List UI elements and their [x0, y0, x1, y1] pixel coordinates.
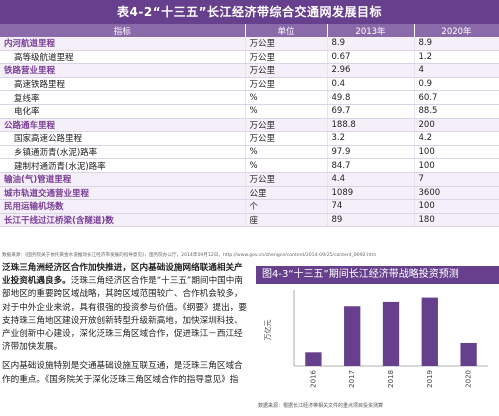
body-text: 泛珠三角洲经济区合作加快推进，区内基础设施网络联通相关产业投资机遇良多。泛珠三角… [2, 262, 250, 392]
table-row: 内河航道里程 万公里 8.9 8.9 [0, 37, 499, 51]
value-2020-cell: 60.7 [414, 90, 499, 105]
bar-2020 [460, 342, 477, 366]
value-2013-cell: 89 [327, 213, 415, 228]
unit-cell: 座 [245, 213, 328, 228]
value-2013-cell: 0.4 [327, 77, 415, 92]
investment-forecast-chart: 万亿元 2016 2017 2018 2019 2020 [263, 290, 488, 388]
indicator-cell: 内河航道里程 [0, 37, 246, 51]
table-row: 高速铁路里程 万公里 0.4 0.9 [0, 77, 499, 92]
x-tick-label: 2016 [309, 369, 317, 387]
value-2013-cell: 74 [327, 199, 415, 214]
unit-cell: 万公里 [245, 172, 328, 187]
indicator-cell: 高速铁路里程 [0, 77, 246, 92]
header-indicator: 指标 [0, 24, 246, 37]
table-row: 复线率% 49.8 60.7 [0, 90, 499, 105]
value-2013-cell: 4.4 [327, 172, 415, 187]
indicator-cell: 高等级航道里程 [0, 50, 246, 65]
x-tick-label: 2019 [426, 370, 434, 388]
x-tick-label: 2018 [387, 370, 395, 388]
value-2013-cell: 188.8 [327, 118, 415, 133]
value-2020-cell: 100 [414, 145, 499, 160]
value-2020-cell: 8.9 [414, 37, 499, 51]
unit-cell: % [245, 145, 328, 160]
unit-cell: % [245, 104, 328, 119]
table-source-note: 数据来源：《国务院关于依托黄金水道推动长江经济带发展的指导意见》，国务院办公厅，… [2, 253, 377, 258]
bar-2018 [382, 301, 400, 366]
bar-2016 [305, 352, 322, 366]
indicator-cell: 城市轨道交通营业里程 [0, 186, 246, 201]
table-row: 建制村通沥青(水泥)路率% 84.7 100 [0, 158, 499, 173]
paragraph-1-body: 泛珠三角经济区合作是“十三五”期间中国中南部地区的重要跨区域战略，其跨区域范围较… [2, 276, 247, 353]
table-row: 城市轨道交通营业里程 公里 1089 3600 [0, 186, 499, 201]
unit-cell: % [245, 90, 328, 105]
value-2020-cell: 7 [414, 172, 499, 187]
indicator-cell: 民用运输机场数 [0, 199, 246, 214]
indicator-cell: 长江干线过江桥梁(含隧道)数 [0, 213, 246, 228]
header-2013: 2013年 [327, 24, 415, 37]
value-2013-cell: 8.9 [327, 37, 415, 51]
value-2013-cell: 1089 [327, 186, 415, 201]
value-2013-cell: 0.67 [327, 50, 415, 65]
header-2020: 2020年 [414, 24, 499, 37]
x-tick-label: 2017 [348, 370, 356, 388]
unit-cell: % [245, 158, 328, 173]
chart-title: 图4-3“十三五”期间长江经济带战略投资预测 [256, 266, 499, 284]
indicator-cell: 建制村通沥青(水泥)路率 [0, 158, 246, 173]
paragraph-2: 区内基础设施特别是交通基础设施互联互通，是泛珠三角区域合作的重点。《国务院关于深… [2, 361, 243, 385]
indicator-cell: 铁路营业里程 [0, 63, 246, 78]
unit-cell: 万公里 [245, 118, 328, 133]
table-row: 乡镇通沥青(水泥)路率% 97.9 100 [0, 145, 499, 160]
table-header-row: 指标 单位 2013年 2020年 [0, 24, 499, 37]
indicator-cell: 公路通车里程 [0, 118, 246, 133]
unit-cell: 万公里 [245, 63, 328, 78]
x-tick-label: 2020 [465, 370, 473, 388]
value-2013-cell: 3.2 [327, 131, 415, 146]
value-2020-cell: 0.9 [414, 77, 499, 92]
indicator-cell: 输油(气)管道里程 [0, 172, 246, 187]
unit-cell: 万公里 [245, 77, 328, 92]
indicator-cell: 国家高速公路里程 [0, 131, 246, 146]
chart-source-note: 数据来源：根据长江经济带相关文件的重点项目投资测算 [258, 403, 384, 409]
table-row: 长江干线过江桥梁(含隧道)数座 89 180 [0, 213, 499, 228]
value-2020-cell: 4 [414, 63, 499, 78]
bar-2019 [421, 297, 438, 366]
header-unit: 单位 [245, 24, 328, 37]
value-2013-cell: 69.7 [327, 104, 415, 119]
unit-cell: 万公里 [245, 37, 328, 51]
paragraph-1-lead: 泛珠三角洲经济区合作加快推进，区内基础设施网络联通相关产业投资机遇良多。 [2, 263, 243, 287]
table-row: 电化率% 69.7 88.5 [0, 104, 499, 119]
table-row: 公路通车里程 万公里 188.8 200 [0, 118, 499, 133]
table-row: 输油(气)管道里程 万公里 4.4 7 [0, 172, 499, 187]
unit-cell: 公里 [245, 186, 328, 201]
value-2020-cell: 3600 [414, 186, 499, 201]
value-2013-cell: 84.7 [327, 158, 415, 173]
value-2013-cell: 97.9 [327, 145, 415, 160]
value-2020-cell: 100 [414, 158, 499, 173]
paragraph-1: 泛珠三角洲经济区合作加快推进，区内基础设施网络联通相关产业投资机遇良多。泛珠三角… [2, 262, 250, 354]
value-2020-cell: 1.2 [414, 50, 499, 65]
table-row: 高等级航道里程 万公里 0.67 1.2 [0, 50, 499, 65]
unit-cell: 个 [245, 199, 328, 214]
value-2013-cell: 2.96 [327, 63, 415, 78]
table-row: 民用运输机场数个 74 100 [0, 199, 499, 214]
value-2020-cell: 180 [414, 213, 499, 228]
table-title: 表4-2“十三五”长江经济带综合交通网发展目标 [0, 0, 499, 24]
value-2020-cell: 100 [414, 199, 499, 214]
unit-cell: 万公里 [245, 50, 328, 65]
indicator-cell: 乡镇通沥青(水泥)路率 [0, 145, 246, 160]
indicator-cell: 电化率 [0, 104, 246, 119]
y-axis-label: 万亿元 [263, 320, 272, 341]
value-2020-cell: 4.2 [414, 131, 499, 146]
value-2020-cell: 200 [414, 118, 499, 133]
indicator-cell: 复线率 [0, 90, 246, 105]
unit-cell: 万公里 [245, 131, 328, 146]
table-row: 国家高速公路里程 万公里 3.2 4.2 [0, 131, 499, 146]
development-targets-table: 指标 单位 2013年 2020年 内河航道里程 万公里 8.9 8.9 高等级航道里程… [0, 24, 499, 228]
table-row: 铁路营业里程 万公里 2.96 4 [0, 63, 499, 78]
value-2020-cell: 88.5 [414, 104, 499, 119]
bar-2017 [344, 306, 361, 366]
value-2013-cell: 49.8 [327, 90, 415, 105]
